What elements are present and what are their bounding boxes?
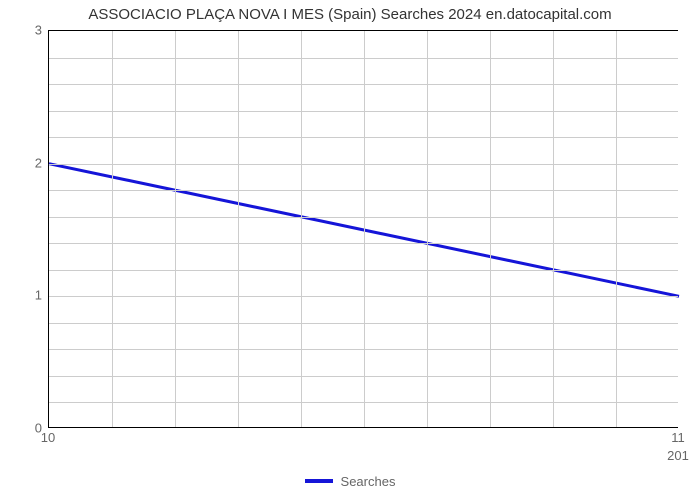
y-axis-tick-label: 3 bbox=[4, 23, 42, 38]
gridline-vertical bbox=[175, 31, 176, 427]
x-axis-tick-label: 10 bbox=[41, 430, 55, 445]
gridline-horizontal bbox=[49, 190, 678, 191]
legend-item: Searches bbox=[305, 474, 396, 489]
y-axis-tick-label: 1 bbox=[4, 288, 42, 303]
gridline-horizontal bbox=[49, 270, 678, 271]
x-axis-secondary-label: 201 bbox=[667, 448, 689, 463]
y-axis-tick-label: 2 bbox=[4, 155, 42, 170]
gridline-vertical bbox=[112, 31, 113, 427]
gridline-vertical bbox=[616, 31, 617, 427]
gridline-horizontal bbox=[49, 137, 678, 138]
gridline-horizontal bbox=[49, 217, 678, 218]
y-axis-tick-label: 0 bbox=[4, 421, 42, 436]
chart-plot-area bbox=[48, 30, 678, 428]
chart-container: ASSOCIACIO PLAÇA NOVA I MES (Spain) Sear… bbox=[0, 0, 700, 500]
gridline-horizontal bbox=[49, 376, 678, 377]
gridline-vertical bbox=[364, 31, 365, 427]
gridline-vertical bbox=[553, 31, 554, 427]
legend-swatch bbox=[305, 479, 333, 483]
gridline-vertical bbox=[427, 31, 428, 427]
gridline-horizontal bbox=[49, 323, 678, 324]
gridline-horizontal bbox=[49, 349, 678, 350]
gridline-horizontal-major bbox=[49, 296, 678, 297]
x-axis-tick-label: 11 bbox=[671, 430, 685, 445]
gridline-horizontal bbox=[49, 243, 678, 244]
legend-label: Searches bbox=[341, 474, 396, 489]
gridline-vertical bbox=[301, 31, 302, 427]
gridline-horizontal bbox=[49, 402, 678, 403]
gridline-horizontal bbox=[49, 58, 678, 59]
chart-legend: Searches bbox=[0, 470, 700, 489]
gridline-vertical bbox=[238, 31, 239, 427]
gridline-horizontal bbox=[49, 111, 678, 112]
chart-title: ASSOCIACIO PLAÇA NOVA I MES (Spain) Sear… bbox=[0, 6, 700, 23]
gridline-vertical bbox=[490, 31, 491, 427]
gridline-horizontal-major bbox=[49, 164, 678, 165]
gridline-horizontal bbox=[49, 84, 678, 85]
